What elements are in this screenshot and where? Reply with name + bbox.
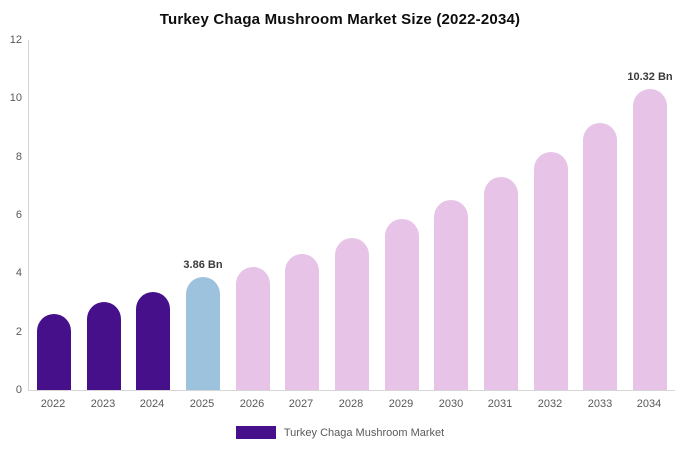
bar-2024 <box>136 292 170 390</box>
x-label-2031: 2031 <box>487 398 513 410</box>
y-tick-4: 4 <box>15 267 22 279</box>
x-label-2030: 2030 <box>438 398 464 410</box>
bar-2033 <box>583 123 617 390</box>
bar-2030 <box>434 200 468 390</box>
bar-2022 <box>37 314 71 390</box>
bar-2032 <box>534 152 568 390</box>
bar-2034 <box>633 89 667 390</box>
x-label-2028: 2028 <box>338 398 364 410</box>
bar-2023 <box>87 302 121 390</box>
x-label-2026: 2026 <box>239 398 265 410</box>
legend-label: Turkey Chaga Mushroom Market <box>283 426 445 439</box>
legend: Turkey Chaga Mushroom Market <box>0 426 680 439</box>
x-label-2029: 2029 <box>388 398 414 410</box>
y-tick-10: 10 <box>9 92 22 104</box>
y-tick-0: 0 <box>15 384 22 396</box>
bar-label-2025: 3.86 Bn <box>183 259 223 271</box>
legend-swatch <box>235 426 276 439</box>
x-label-2022: 2022 <box>40 398 66 410</box>
y-tick-2: 2 <box>15 326 22 338</box>
x-label-2024: 2024 <box>139 398 165 410</box>
x-label-2025: 2025 <box>189 398 215 410</box>
y-tick-8: 8 <box>15 151 22 163</box>
y-tick-12: 12 <box>9 34 22 46</box>
bar-2029 <box>385 219 419 390</box>
x-label-2023: 2023 <box>90 398 116 410</box>
y-tick-6: 6 <box>15 209 22 221</box>
x-label-2027: 2027 <box>288 398 314 410</box>
x-label-2032: 2032 <box>537 398 563 410</box>
plot-area: 3.86 Bn 10.32 Bn <box>28 40 675 391</box>
chart-title: Turkey Chaga Mushroom Market Size (2022-… <box>159 11 521 28</box>
x-label-2033: 2033 <box>587 398 613 410</box>
bar-2031 <box>484 177 518 390</box>
bar-2027 <box>285 254 319 390</box>
x-label-2034: 2034 <box>636 398 662 410</box>
bar-2028 <box>335 238 369 390</box>
bar-2025 <box>186 277 220 390</box>
bar-label-2034: 10.32 Bn <box>627 71 673 83</box>
bar-2026 <box>236 267 270 390</box>
